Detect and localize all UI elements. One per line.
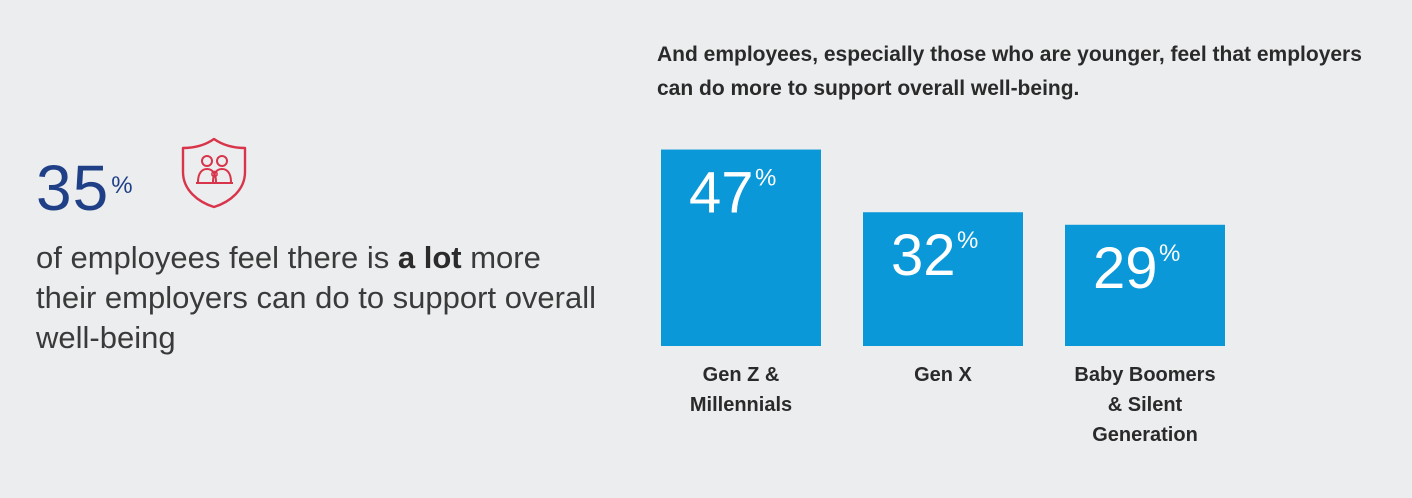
stat-desc-pre: of employees feel there is (36, 240, 398, 275)
stat-desc-bold: a lot (397, 240, 462, 275)
bar-unit-label-3: % (1159, 240, 1180, 267)
category-label-1: Gen Z & Millennials (689, 364, 793, 416)
stat-value: 35% (36, 156, 134, 220)
bar-value-label-1: 47 (689, 161, 754, 226)
left-stat-panel: 35% of employees feel there is a lot mor… (36, 136, 596, 358)
stat-number: 35 (36, 152, 110, 224)
chart-title: And employees, especially those who are … (657, 43, 1362, 100)
bar-2 (863, 212, 1023, 346)
stat-desc-post: more their employers can do to support o… (36, 240, 597, 355)
bar-unit-label-1: % (755, 165, 776, 192)
bar-unit-label-2: % (957, 227, 978, 254)
category-label-3: Baby Boomers & Silent Generation (1074, 364, 1216, 446)
stat-description: of employees feel there is a lot more th… (36, 238, 596, 358)
stat-unit: % (111, 172, 134, 199)
category-label-2: Gen X (914, 364, 972, 386)
bar-value-label-3: 29 (1093, 236, 1158, 301)
bar-value-label-2: 32 (891, 223, 956, 288)
stat-row: 35% (36, 136, 596, 220)
bar-3 (1065, 224, 1225, 346)
bar-1 (661, 149, 821, 346)
family-shield-icon (178, 136, 250, 215)
